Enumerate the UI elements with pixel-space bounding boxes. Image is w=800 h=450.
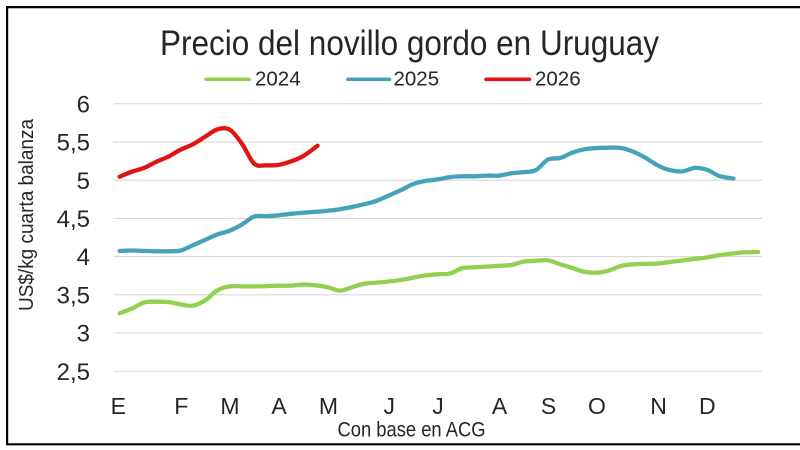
svg-text:6: 6 [77,91,90,118]
svg-text:2025: 2025 [394,68,440,91]
svg-text:Con base en ACG: Con base en ACG [338,418,486,441]
svg-text:4: 4 [77,244,90,271]
svg-text:J: J [432,393,444,419]
svg-text:3,5: 3,5 [57,282,90,309]
svg-text:O: O [588,393,606,419]
svg-text:S: S [541,393,556,419]
svg-text:A: A [271,393,287,419]
svg-text:5: 5 [77,168,90,195]
svg-text:D: D [699,393,716,419]
svg-text:5,5: 5,5 [57,130,90,157]
svg-text:2024: 2024 [255,68,301,91]
svg-text:3: 3 [77,321,90,348]
svg-text:2,5: 2,5 [57,359,90,386]
svg-text:J: J [384,393,396,419]
svg-text:2026: 2026 [535,68,581,91]
svg-text:M: M [319,393,338,419]
svg-text:N: N [650,393,667,419]
svg-text:US$/kg cuarta balanza: US$/kg cuarta balanza [15,118,38,311]
svg-text:E: E [111,393,126,419]
svg-text:A: A [492,393,508,419]
svg-text:M: M [220,393,239,419]
svg-text:F: F [174,393,188,419]
svg-text:Precio del novillo gordo en Ur: Precio del novillo gordo en Uruguay [160,24,659,63]
svg-text:4,5: 4,5 [57,206,90,233]
